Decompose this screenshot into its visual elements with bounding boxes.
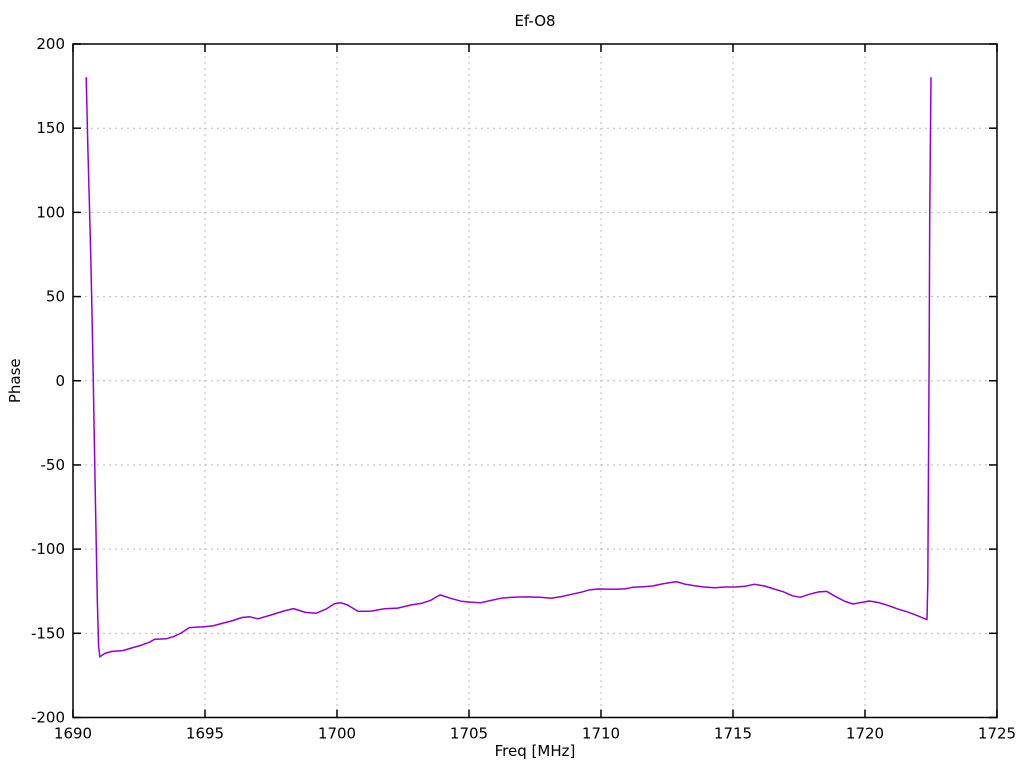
chart-title: Ef-O8 [514,12,555,30]
x-tick-label: 1700 [318,725,356,743]
y-axis-label: Phase [6,358,24,403]
phase-series-line [85,76,932,658]
x-tick-label: 1720 [846,725,884,743]
x-tick-label: 1695 [186,725,224,743]
x-tick-label: 1725 [978,725,1016,743]
grid-lines [72,43,998,718]
y-tick-label: 0 [55,372,65,390]
y-tick-label: 100 [36,203,65,221]
x-tick-label: 1690 [54,725,92,743]
y-tick-label: -150 [31,624,65,642]
y-tick-label: 200 [36,35,65,53]
x-axis-label: Freq [MHz] [495,742,576,760]
y-tick-label: 50 [46,288,65,306]
y-tick-label: -100 [31,540,65,558]
y-tick-label: 150 [36,119,65,137]
x-tick-label: 1710 [582,725,620,743]
x-tick-label: 1705 [450,725,488,743]
y-tick-label: -50 [41,456,66,474]
x-tick-label: 1715 [714,725,752,743]
axis-ticks [72,43,998,719]
axis-tick-labels: 1690 1695 1700 1705 1710 1715 1720 1725 -200 -150… [31,35,1016,743]
y-tick-label: -200 [31,709,65,727]
